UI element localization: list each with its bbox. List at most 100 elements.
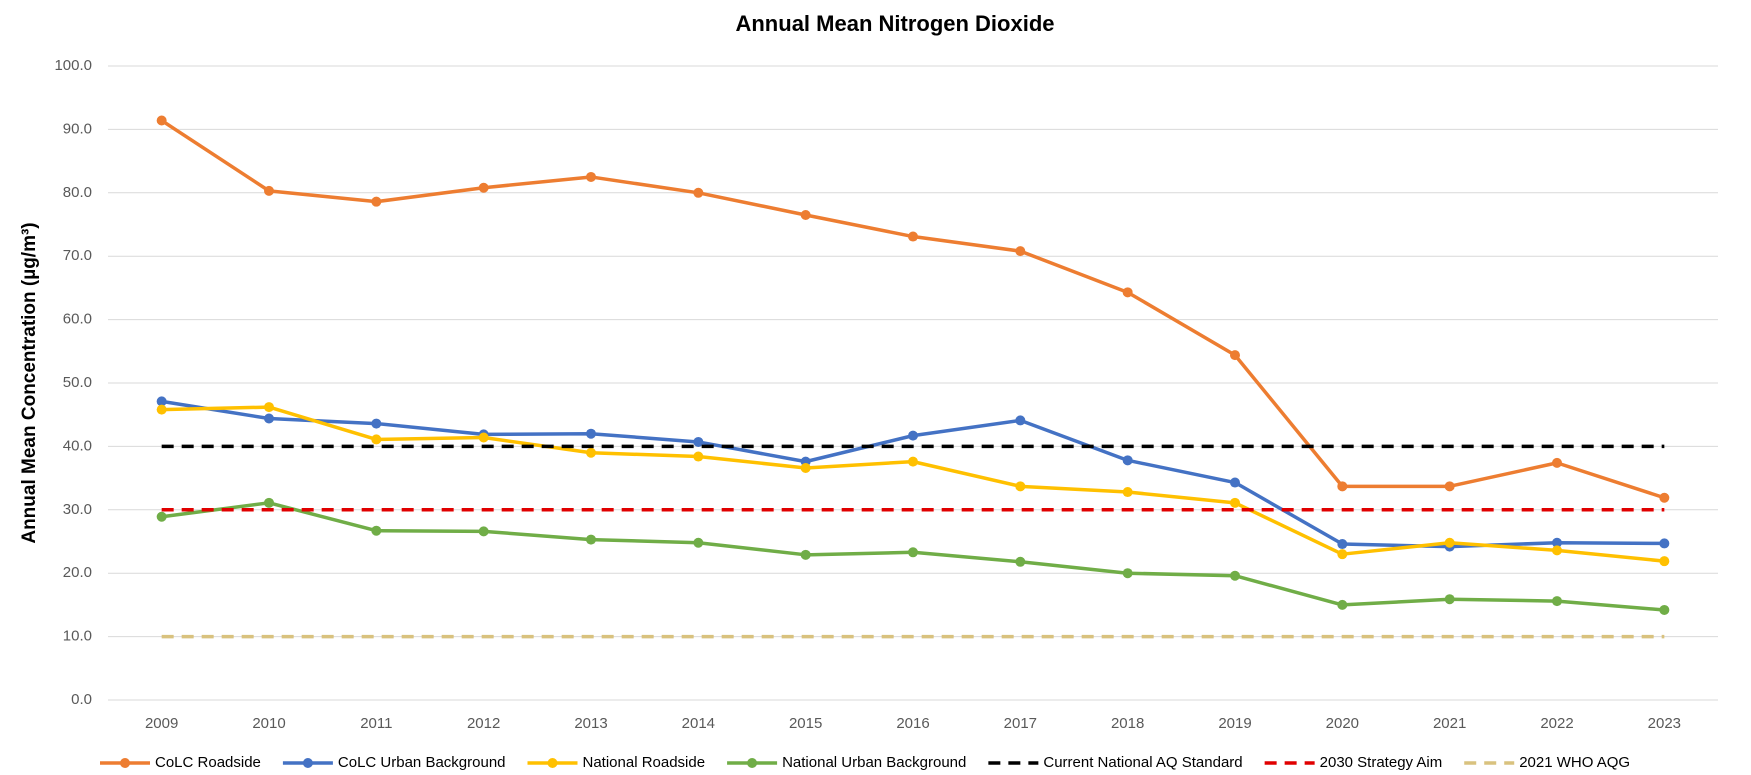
data-point (156, 115, 167, 126)
legend-marker (302, 758, 313, 768)
data-point (1444, 481, 1455, 492)
series-line (161, 399, 1665, 549)
x-tick-label: 2014 (682, 715, 715, 732)
data-point (264, 402, 274, 413)
y-tick-label: 100.0 (54, 57, 92, 74)
x-tick-label: 2016 (896, 715, 929, 732)
data-point (264, 185, 274, 196)
x-tick-label: 2012 (467, 715, 500, 732)
data-point (693, 451, 704, 462)
data-point (1015, 481, 1026, 492)
data-point (478, 432, 489, 443)
data-point (908, 231, 918, 242)
y-tick-label: 90.0 (63, 120, 92, 137)
data-point (156, 396, 167, 407)
data-point (586, 428, 596, 439)
y-tick-label: 70.0 (63, 247, 92, 264)
data-point (1444, 594, 1455, 605)
legend-label: National Urban Background (782, 754, 966, 771)
data-point (1122, 455, 1133, 466)
data-point (1337, 481, 1348, 492)
data-point (1444, 537, 1455, 548)
legend-label: National Roadside (583, 754, 706, 771)
data-point (1659, 556, 1670, 567)
legend-marker (547, 758, 558, 768)
x-tick-label: 2015 (789, 715, 822, 732)
legend-label: 2030 Strategy Aim (1320, 754, 1443, 771)
y-tick-label: 60.0 (63, 311, 92, 328)
series-line (160, 119, 1665, 500)
legend-label: CoLC Roadside (155, 754, 261, 771)
data-point (371, 418, 382, 429)
data-point (693, 187, 704, 198)
data-point (1015, 246, 1026, 257)
y-tick-label: 30.0 (63, 501, 92, 518)
data-point (908, 547, 918, 558)
data-point (693, 436, 704, 447)
data-point (1230, 497, 1240, 508)
data-point (1337, 599, 1348, 610)
data-point (478, 526, 489, 537)
data-point (1659, 492, 1670, 503)
data-point (371, 196, 382, 207)
data-point (800, 549, 811, 560)
data-point (800, 209, 811, 220)
data-point (693, 537, 704, 548)
y-tick-label: 50.0 (63, 374, 92, 391)
data-point (586, 534, 596, 545)
legend-label: Current National AQ Standard (1043, 754, 1242, 771)
x-tick-label: 2013 (574, 715, 607, 732)
data-point (1015, 556, 1026, 567)
data-point (1122, 568, 1133, 579)
data-point (264, 497, 274, 508)
data-point (586, 171, 596, 182)
x-tick-label: 2023 (1648, 715, 1681, 732)
legend-marker (747, 758, 758, 768)
data-point (1552, 596, 1562, 607)
data-point (1230, 350, 1240, 361)
legend-label: CoLC Urban Background (338, 754, 506, 771)
data-point (908, 430, 918, 441)
data-point (586, 447, 596, 458)
data-point (1659, 604, 1670, 615)
x-tick-label: 2017 (1004, 715, 1037, 732)
legend-marker (120, 758, 130, 768)
y-tick-label: 40.0 (63, 437, 92, 454)
data-point (371, 434, 382, 445)
data-point (1337, 549, 1348, 560)
data-point (800, 462, 811, 473)
x-tick-label: 2011 (360, 715, 392, 732)
x-tick-label: 2022 (1540, 715, 1573, 732)
y-tick-label: 0.0 (71, 691, 92, 708)
x-tick-label: 2019 (1218, 715, 1251, 732)
y-tick-label: 10.0 (63, 628, 92, 645)
data-point (1015, 415, 1026, 426)
data-point (1659, 538, 1670, 549)
x-tick-label: 2021 (1433, 715, 1466, 732)
legend-label: 2021 WHO AQG (1519, 754, 1630, 771)
y-tick-label: 80.0 (63, 184, 92, 201)
x-tick-label: 2018 (1111, 715, 1144, 732)
chart-title: Annual Mean Nitrogen Dioxide (735, 11, 1054, 36)
data-point (1230, 477, 1240, 488)
data-point (371, 525, 382, 536)
data-point (908, 456, 918, 467)
data-point (1552, 545, 1562, 556)
data-point (1337, 539, 1348, 550)
data-point (1122, 487, 1133, 498)
data-point (264, 413, 274, 424)
y-tick-label: 20.0 (63, 564, 92, 581)
data-point (156, 404, 167, 415)
data-point (1552, 457, 1562, 468)
data-point (156, 511, 167, 522)
series-line (161, 405, 1665, 563)
data-point (478, 182, 489, 193)
x-tick-label: 2020 (1326, 715, 1359, 732)
data-point (1230, 570, 1240, 581)
y-axis-label: Annual Mean Concentration (µg/m³) (19, 222, 40, 543)
data-point (1122, 287, 1133, 298)
x-tick-label: 2010 (252, 715, 285, 732)
x-tick-label: 2009 (145, 715, 178, 732)
data-point (1552, 537, 1562, 548)
